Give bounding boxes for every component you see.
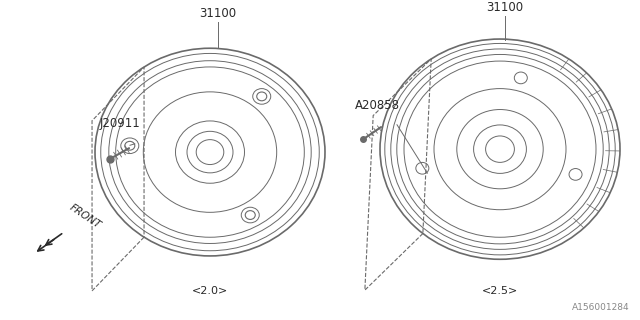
- Text: <2.0>: <2.0>: [192, 286, 228, 296]
- Text: 31100: 31100: [486, 2, 524, 14]
- Text: A156001284: A156001284: [572, 303, 630, 312]
- Text: A20858: A20858: [355, 99, 400, 112]
- Text: <2.5>: <2.5>: [482, 286, 518, 296]
- Text: J20911: J20911: [100, 116, 141, 130]
- Text: FRONT: FRONT: [68, 202, 103, 230]
- Text: 31100: 31100: [200, 7, 237, 20]
